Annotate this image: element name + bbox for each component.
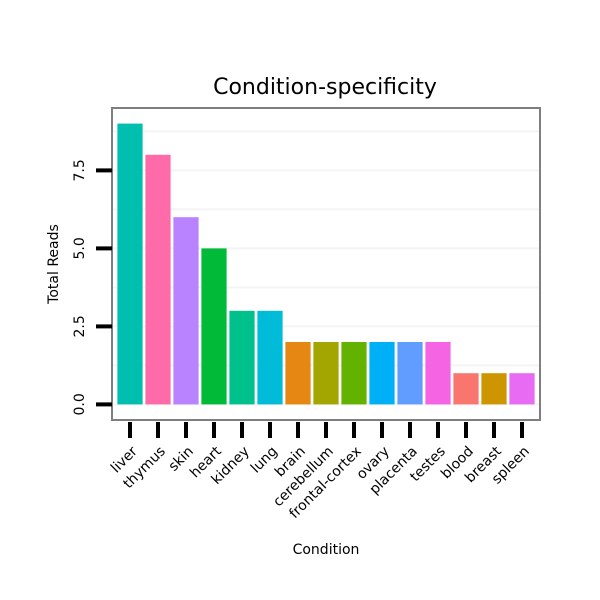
y-axis: 0.0 2.5 5.0 7.5 — [72, 159, 112, 416]
bar-heart — [201, 248, 227, 405]
bar-lung — [257, 310, 283, 405]
bar-cerebellum — [313, 342, 339, 405]
bar-blood — [453, 373, 479, 405]
bar-breast — [481, 373, 507, 405]
bar-thymus — [145, 154, 171, 405]
bars-group — [117, 123, 535, 405]
bar-brain — [285, 342, 311, 405]
plot-area — [111, 107, 541, 421]
bar-ovary — [369, 342, 395, 405]
x-axis: liverthymusskinheartkidneylungbraincereb… — [108, 422, 533, 522]
chart-title: Condition-specificity — [213, 75, 437, 100]
y-tick-label: 5.0 — [72, 237, 88, 259]
y-tick-label: 2.5 — [72, 315, 88, 337]
bar-testes — [425, 342, 451, 405]
bar-kidney — [229, 310, 255, 405]
y-tick-label: 7.5 — [72, 159, 88, 181]
y-tick-label: 0.0 — [72, 393, 88, 415]
x-axis-title: Condition — [293, 542, 360, 558]
plot-border — [111, 107, 541, 421]
y-axis-title: Total Reads — [46, 224, 62, 305]
bar-frontal-cortex — [341, 342, 367, 405]
bar-spleen — [509, 373, 535, 405]
bar-liver — [117, 123, 143, 405]
bar-skin — [173, 217, 199, 405]
bar-placenta — [397, 342, 423, 405]
